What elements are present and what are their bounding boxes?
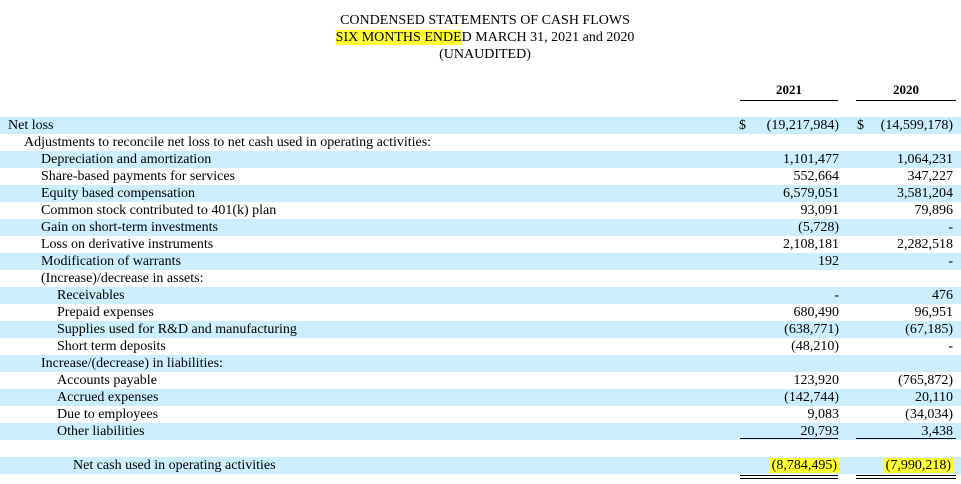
value-2020: 1,064,231 <box>897 152 953 167</box>
value-2021: 20,793 <box>800 424 840 439</box>
row-label: Prepaid expenses <box>57 305 154 320</box>
table-row: Increase/(decrease) in liabilities: <box>0 355 961 372</box>
value-2020: - <box>948 339 953 354</box>
value-2020: (14,599,178) <box>880 118 953 133</box>
row-label: Supplies used for R&D and manufacturing <box>57 322 297 337</box>
value-2021: 192 <box>818 254 839 269</box>
total-double-rule <box>740 475 838 479</box>
total-double-rule <box>856 475 956 479</box>
table-row: Short term deposits (48,210) - <box>0 338 961 355</box>
table-row: Receivables - 476 <box>0 287 961 304</box>
currency-symbol: $ <box>739 118 746 133</box>
row-label: (Increase)/decrease in assets: <box>41 271 204 286</box>
value-2021: 6,579,051 <box>783 186 839 201</box>
row-label: Loss on derivative instruments <box>41 237 214 252</box>
row-label: Share-based payments for services <box>41 169 235 184</box>
table-row: Equity based compensation 6,579,051 3,581,… <box>0 185 961 202</box>
table-row: Share-based payments for services 552,664… <box>0 168 961 185</box>
row-label: Short term deposits <box>57 339 166 354</box>
row-label: Accrued expenses <box>57 390 159 405</box>
value-2020: 79,896 <box>914 203 954 218</box>
currency-symbol: $ <box>857 118 864 133</box>
value-2021: (638,771) <box>784 322 839 337</box>
subtotal-rule <box>856 438 956 439</box>
table-row: Adjustments to reconcile net loss to net… <box>0 134 961 151</box>
row-label: Other liabilities <box>57 424 145 439</box>
highlighted-total-2020: (7,990,218) <box>883 458 953 473</box>
table-row: Accounts payable 123,920 (765,872) <box>0 372 961 389</box>
value-2020: (765,872) <box>898 373 953 388</box>
value-2020: (67,185) <box>905 322 953 337</box>
value-2021: 680,490 <box>793 305 840 320</box>
total-value-2021: (8,784,495) <box>769 457 839 474</box>
table-row: Accrued expenses (142,744) 20,110 <box>0 389 961 406</box>
statement-header: CONDENSED STATEMENTS OF CASH FLOWS SIX M… <box>0 12 961 63</box>
value-2021: (48,210) <box>791 339 839 354</box>
row-label: Receivables <box>57 288 125 303</box>
row-label: Modification of warrants <box>41 254 181 269</box>
column-header-2020: 2020 <box>893 82 919 97</box>
value-2021: (19,217,984) <box>766 118 839 133</box>
value-2021: 123,920 <box>793 373 840 388</box>
table-row: Due to employees 9,083 (34,034) <box>0 406 961 423</box>
table-row: Supplies used for R&D and manufacturing (… <box>0 321 961 338</box>
value-2020: 347,227 <box>907 169 954 184</box>
table-row: Net loss $ (19,217,984) $ (14,599,178) <box>0 117 961 134</box>
row-label: Equity based compensation <box>41 186 195 201</box>
value-2020: (34,034) <box>905 407 953 422</box>
row-spacer <box>0 440 961 457</box>
value-2021: (142,744) <box>784 390 839 405</box>
cash-flow-table: Net loss $ (19,217,984) $ (14,599,178) Adjust… <box>0 117 961 474</box>
table-row: Gain on short-term investments (5,728) - <box>0 219 961 236</box>
table-row: Prepaid expenses 680,490 96,951 <box>0 304 961 321</box>
highlighted-period-text: SIX MONTHS ENDE <box>335 30 462 45</box>
value-2021: 2,108,181 <box>783 237 839 252</box>
column-header-rule <box>740 100 838 101</box>
period-text: D MARCH 31, 2021 and 2020 <box>461 30 635 45</box>
table-row: Depreciation and amortization 1,101,477 1,… <box>0 151 961 168</box>
statement-title: CONDENSED STATEMENTS OF CASH FLOWS <box>340 13 630 28</box>
unaudited-note: (UNAUDITED) <box>439 47 531 62</box>
value-2020: 3,438 <box>921 424 954 439</box>
column-header-rule <box>856 100 956 101</box>
value-2021: - <box>834 288 839 303</box>
value-2021: 1,101,477 <box>783 152 839 167</box>
total-row: Net cash used in operating activities (8,… <box>0 457 961 474</box>
row-label: Increase/(decrease) in liabilities: <box>41 356 223 371</box>
table-row: Modification of warrants 192 - <box>0 253 961 270</box>
total-label: Net cash used in operating activities <box>73 458 276 473</box>
row-label: Common stock contributed to 401(k) plan <box>41 203 277 218</box>
row-label: Adjustments to reconcile net loss to net… <box>24 135 432 150</box>
table-row: (Increase)/decrease in assets: <box>0 270 961 287</box>
total-value-2020: (7,990,218) <box>883 457 953 474</box>
highlighted-total-2021: (8,784,495) <box>769 458 839 473</box>
row-label: Gain on short-term investments <box>41 220 218 235</box>
row-label: Net loss <box>8 118 54 133</box>
value-2020: - <box>948 220 953 235</box>
value-2020: 476 <box>932 288 953 303</box>
subtotal-rule <box>740 438 838 439</box>
value-2020: - <box>948 254 953 269</box>
value-2020: 20,110 <box>915 390 953 405</box>
value-2021: 552,664 <box>793 169 840 184</box>
row-label: Depreciation and amortization <box>41 152 212 167</box>
value-2021: 9,083 <box>807 407 840 422</box>
row-label: Due to employees <box>57 407 159 422</box>
statement-period: SIX MONTHS ENDED MARCH 31, 2021 and 2020 <box>0 29 961 46</box>
value-2020: 3,581,204 <box>897 186 953 201</box>
table-row: Loss on derivative instruments 2,108,181 2… <box>0 236 961 253</box>
table-row: Common stock contributed to 401(k) plan 9… <box>0 202 961 219</box>
table-row: Other liabilities 20,793 3,438 <box>0 423 961 440</box>
row-label: Accounts payable <box>57 373 157 388</box>
value-2021: 93,091 <box>800 203 840 218</box>
value-2021: (5,728) <box>798 220 839 235</box>
value-2020: 2,282,518 <box>897 237 953 252</box>
column-header-2021: 2021 <box>776 82 802 97</box>
value-2020: 96,951 <box>914 305 954 320</box>
